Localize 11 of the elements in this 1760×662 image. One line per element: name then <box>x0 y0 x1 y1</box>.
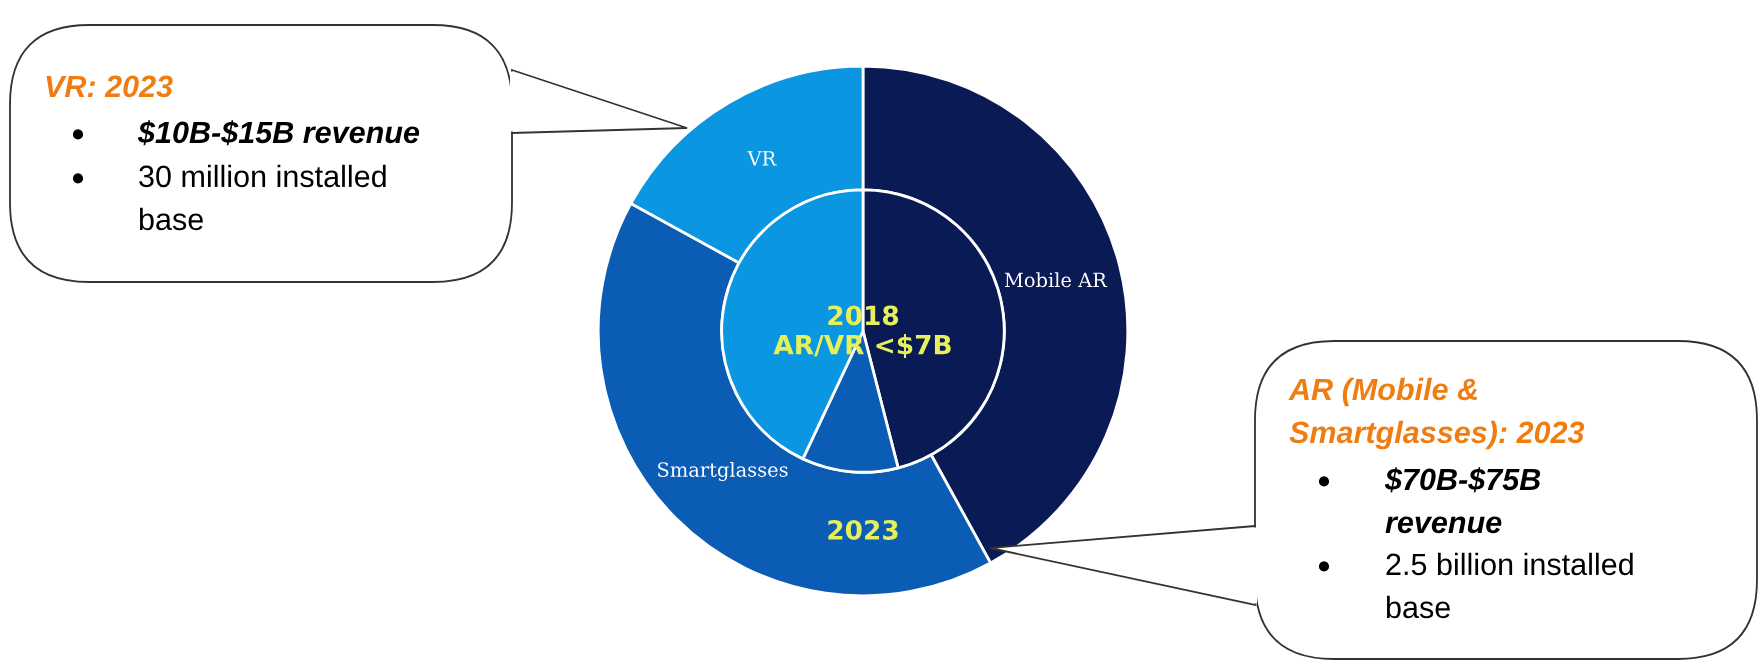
slice-label: Smartglasses <box>658 461 788 481</box>
text: ● 30 million installed base <box>72 164 386 231</box>
text: ● $70B-$75B revenue <box>1318 467 1541 534</box>
slice-label: Mobile AR <box>1004 272 1108 288</box>
text: VR: 2023 <box>46 75 173 98</box>
slice-label: 2023 <box>828 519 898 540</box>
text: ● 2.5 billion installed base <box>1318 552 1633 619</box>
text: AR (Mobile & Smartglasses): 2023 <box>1288 377 1585 450</box>
slice-label: 2018 <box>828 305 899 326</box>
slice-label: VR <box>747 151 777 166</box>
text: ● $10B-$15B revenue <box>72 120 420 146</box>
